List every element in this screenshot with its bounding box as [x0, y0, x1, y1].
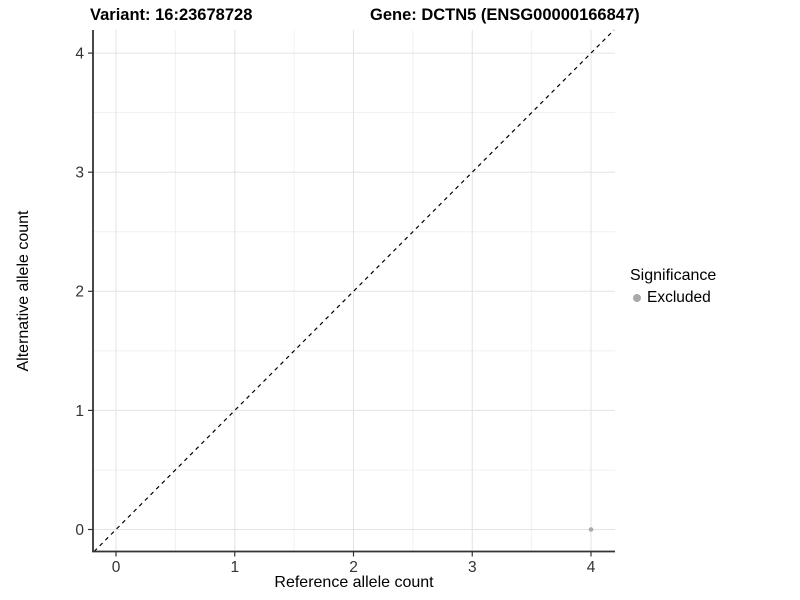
x-tick-label: 1	[230, 559, 239, 576]
y-tick-label: 2	[75, 284, 84, 301]
x-tick-label: 0	[112, 559, 121, 576]
legend-entry-label: Excluded	[647, 288, 711, 306]
variant-title: Variant: 16:23678728	[90, 6, 253, 24]
x-tick-label: 4	[587, 559, 596, 576]
legend-title: Significance	[630, 267, 717, 284]
y-tick-label: 1	[75, 403, 84, 420]
legend-point-icon	[633, 293, 641, 302]
x-tick-label: 3	[468, 559, 477, 576]
y-axis-title: Alternative allele count	[15, 210, 32, 372]
data-point	[588, 527, 594, 532]
y-tick-label: 3	[75, 165, 84, 182]
x-tick-label: 2	[349, 559, 358, 576]
legend: Significance Excluded	[630, 267, 716, 307]
gene-title: Gene: DCTN5 (ENSG00000166847)	[370, 6, 640, 24]
identity-dashed-line	[93, 29, 615, 552]
legend-entry-excluded: Excluded	[630, 288, 716, 307]
y-tick-label: 0	[75, 522, 84, 539]
x-axis-title: Reference allele count	[274, 574, 434, 591]
y-tick-label: 4	[75, 46, 84, 63]
